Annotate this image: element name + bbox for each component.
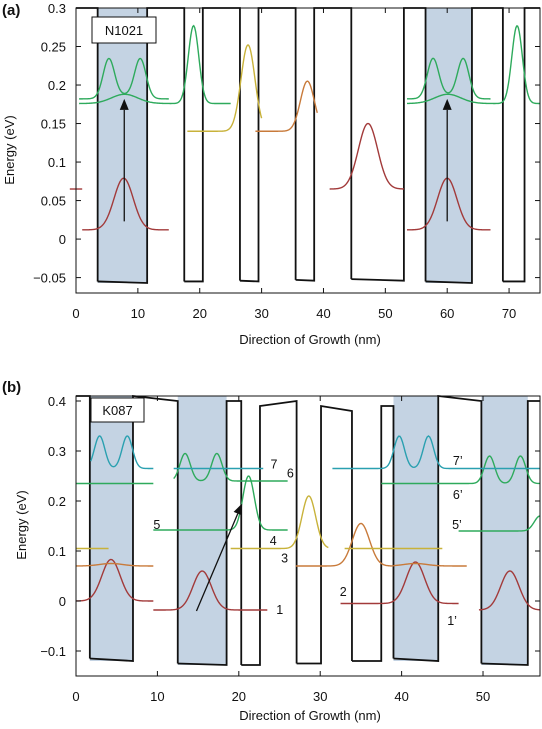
- level-label-0: 7: [271, 458, 278, 472]
- sample-label-box-b: [90, 397, 145, 423]
- y-tick-label-2: 0.1: [48, 544, 66, 559]
- wavefunction-3: [79, 24, 231, 105]
- x-tick-label-5: 50: [378, 306, 392, 321]
- level-label-10: 1’: [447, 614, 457, 628]
- wavefunction-9: [406, 25, 541, 105]
- x-tick-label-7: 70: [502, 306, 516, 321]
- y-tick-label-3: 0.2: [48, 494, 66, 509]
- transition-arrowhead-0: [119, 98, 129, 110]
- barrier-4: [295, 7, 353, 282]
- plot-layer: [69, 7, 541, 284]
- chart-panel-a: (a) Energy (eV) Direction of Growth (nm)…: [2, 1, 541, 347]
- transition-arrowhead-1: [442, 98, 452, 110]
- transition-arrowhead-0: [233, 503, 243, 516]
- x-tick-label-3: 30: [254, 306, 268, 321]
- shaded-well-0: [97, 8, 148, 283]
- wavefunction-11: [340, 561, 459, 605]
- x-tick-label-2: 20: [192, 306, 206, 321]
- y-tick-label-7: 0.3: [48, 1, 66, 16]
- x-tick-label-4: 40: [316, 306, 330, 321]
- wavefunction-5: [255, 80, 318, 132]
- wavefunction-4: [187, 44, 263, 132]
- y-tick-label-6: 0.25: [41, 40, 66, 55]
- barrier-5: [351, 405, 395, 662]
- wavefunction-6: [329, 122, 404, 190]
- barrier-2: [184, 7, 241, 283]
- x-tick-label-4: 40: [394, 689, 408, 704]
- barrier-2: [177, 400, 243, 666]
- x-tick-label-1: 10: [131, 306, 145, 321]
- wavefunction-14: [458, 515, 541, 532]
- shaded-well-5: [425, 8, 472, 283]
- barrier-0: [76, 395, 91, 659]
- transition-arrow-0: [195, 513, 239, 612]
- wavefunction-2: [79, 57, 169, 100]
- x-tick-label-5: 50: [476, 689, 490, 704]
- sample-label-b: K087: [102, 403, 132, 418]
- wavefunction-15: [381, 455, 541, 485]
- level-label-1: 6: [287, 467, 294, 481]
- y-tick-label-0: −0.05: [33, 271, 66, 286]
- wavefunction-7: [173, 452, 288, 482]
- wavefunction-12: [393, 562, 467, 567]
- wavefunction-17: [478, 570, 541, 611]
- level-label-6: 1: [276, 603, 283, 617]
- y-tick-label-3: 0.1: [48, 155, 66, 170]
- plot-layer: 76 5 43 2 1 7’ 6’ 5’ 1’: [75, 394, 541, 666]
- y-tick-label-5: 0.4: [48, 394, 66, 409]
- plot-frame: [75, 395, 541, 677]
- wavefunction-9: [230, 495, 329, 550]
- y-tick-label-5: 0.2: [48, 78, 66, 93]
- x-tick-label-6: 60: [440, 306, 454, 321]
- x-tick-label-0: 0: [72, 689, 79, 704]
- wavefunction-1: [82, 177, 169, 231]
- wavefunction-4: [89, 435, 154, 470]
- y-tick-label-1: 0: [59, 594, 66, 609]
- sample-label-box-a: [91, 16, 157, 44]
- x-tick-label-2: 20: [232, 689, 246, 704]
- wavefunction-5: [153, 570, 268, 611]
- x-tick-label-1: 10: [150, 689, 164, 704]
- level-label-9: 5’: [452, 518, 462, 532]
- wavefunction-10: [295, 522, 394, 567]
- barrier-5: [351, 7, 427, 282]
- wavefunction-8: [406, 57, 491, 100]
- level-label-4: 3: [281, 552, 288, 566]
- x-tick-label-0: 0: [72, 306, 79, 321]
- barrier-3: [239, 7, 297, 283]
- x-tick-label-3: 30: [313, 689, 327, 704]
- wavefunction-6: [153, 475, 288, 531]
- y-axis-label-a: Energy (eV): [2, 115, 17, 184]
- wavefunction-1: [75, 562, 154, 567]
- x-axis-label-b: Direction of Growth (nm): [239, 708, 381, 723]
- wavefunction-0: [75, 558, 154, 602]
- wavefunction-7: [406, 177, 491, 231]
- sample-label-a: N1021: [105, 23, 143, 38]
- y-tick-label-2: 0.05: [41, 194, 66, 209]
- y-tick-label-4: 0.15: [41, 117, 66, 132]
- y-tick-label-0: −0.1: [40, 644, 66, 659]
- level-label-2: 5: [153, 518, 160, 532]
- barrier-3: [241, 399, 298, 666]
- level-label-8: 6’: [453, 488, 463, 502]
- level-label-5: 2: [340, 585, 347, 599]
- level-label-3: 4: [270, 534, 277, 548]
- barrier-0: [76, 7, 99, 282]
- chart-panel-b: 76 5 43 2 1 7’ 6’ 5’ 1’ (b) Energy (eV) Directio…: [2, 379, 541, 723]
- y-tick-label-4: 0.3: [48, 444, 66, 459]
- plot-frame: [75, 7, 541, 294]
- wavefunction-16: [332, 435, 540, 470]
- level-label-7: 7’: [453, 454, 463, 468]
- y-axis-label-b: Energy (eV): [14, 490, 29, 559]
- x-axis-label-a: Direction of Growth (nm): [239, 332, 381, 347]
- barrier-7: [481, 400, 540, 666]
- y-tick-label-1: 0: [59, 232, 66, 247]
- panel-label-b: (b): [2, 379, 21, 396]
- barrier-4: [296, 404, 353, 665]
- panel-label-a: (a): [2, 2, 20, 19]
